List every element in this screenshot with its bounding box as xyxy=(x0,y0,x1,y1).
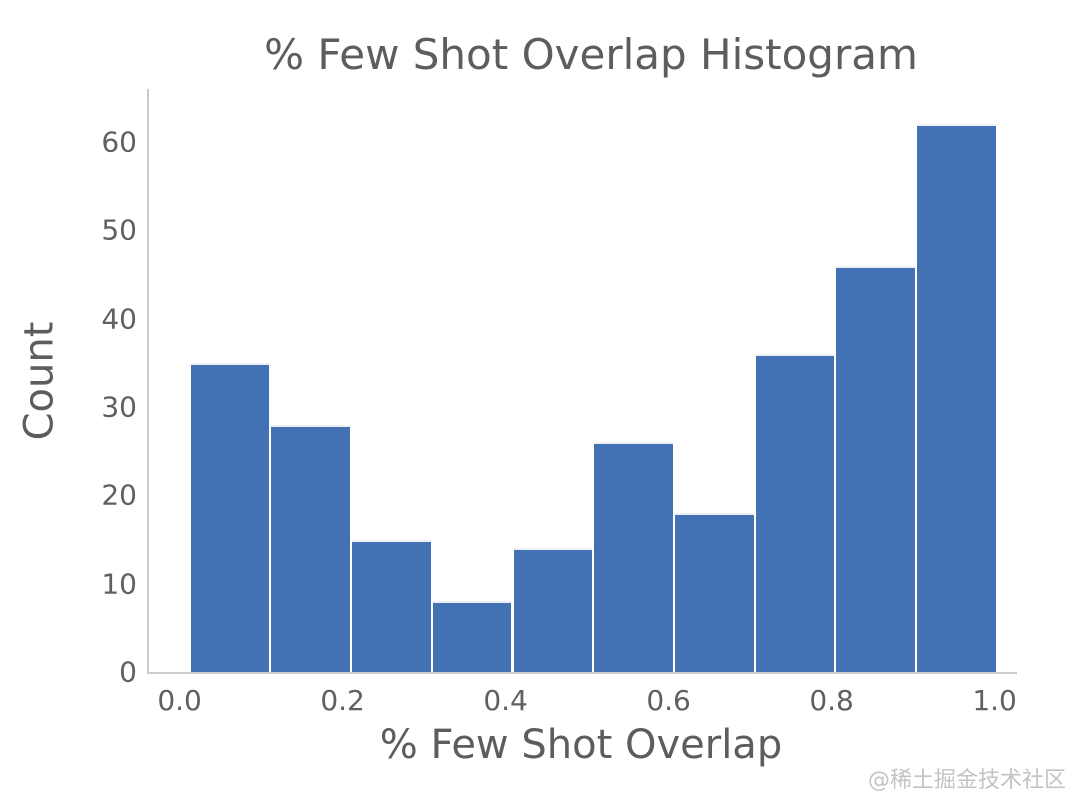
y-tick-label: 0 xyxy=(119,655,137,689)
y-tick-label: 50 xyxy=(101,213,137,247)
y-tick-label: 30 xyxy=(101,390,137,424)
x-tick-label: 0.4 xyxy=(483,684,528,717)
y-axis-ticks: 0 10 20 30 40 50 60 xyxy=(0,89,137,689)
x-tick-label: 0.8 xyxy=(809,684,854,717)
x-tick-label: 0.6 xyxy=(646,684,691,717)
histogram-bar xyxy=(512,548,594,672)
y-tick-label: 40 xyxy=(101,302,137,336)
histogram-bar xyxy=(431,601,513,672)
y-tick-label: 60 xyxy=(101,125,137,159)
histogram-bar xyxy=(673,513,755,672)
watermark: @稀土掘金技术社区 xyxy=(867,768,1066,793)
histogram-bar xyxy=(189,362,271,672)
histogram-bar xyxy=(593,442,674,672)
x-axis-ticks: 0.0 0.2 0.4 0.6 0.8 1.0 xyxy=(147,684,1017,720)
histogram-bar xyxy=(915,124,997,672)
y-tick-label: 10 xyxy=(101,567,137,601)
y-tick-label: 20 xyxy=(101,478,137,512)
x-tick-label: 1.0 xyxy=(972,684,1017,717)
x-tick-label: 0.2 xyxy=(320,684,365,717)
plot-area xyxy=(147,89,1017,674)
chart-title: % Few Shot Overlap Histogram xyxy=(264,30,918,79)
histogram-bar xyxy=(270,424,352,672)
histogram-bar xyxy=(835,265,916,672)
histogram-bar xyxy=(754,354,836,672)
x-tick-label: 0.0 xyxy=(157,684,202,717)
histogram-bar xyxy=(351,539,432,672)
x-axis-label: % Few Shot Overlap xyxy=(379,722,783,768)
